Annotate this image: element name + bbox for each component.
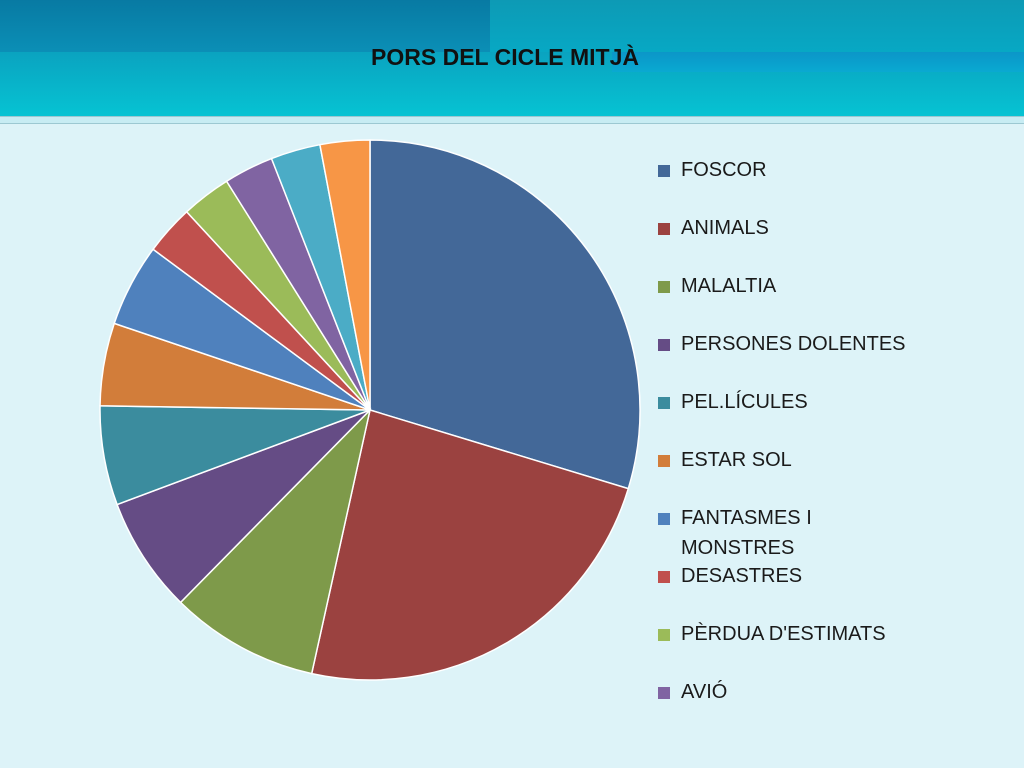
legend-label: PÈRDUA D'ESTIMATS — [681, 623, 886, 645]
legend-item: AVIÓ — [658, 677, 948, 735]
legend-swatch — [658, 339, 670, 351]
header-band-left — [0, 0, 490, 52]
legend-swatch — [658, 223, 670, 235]
legend-swatch — [658, 687, 670, 699]
legend-item: PERSONES DOLENTES — [658, 329, 948, 387]
legend-label: MALALTIA — [681, 275, 777, 297]
chart-title: PORS DEL CICLE MITJÀ — [371, 44, 639, 70]
legend-label: FANTASMES I MONSTRES — [681, 507, 812, 559]
legend-item: FANTASMES I MONSTRES — [658, 503, 948, 561]
header-band-right — [490, 0, 1024, 52]
legend-item: MALALTIA — [658, 271, 948, 329]
pie-slice-1 — [310, 409, 630, 681]
legend-label: ESTAR SOL — [681, 449, 792, 471]
legend-label: PEL.LÍCULES — [681, 391, 808, 413]
chart-legend: FOSCOR ANIMALS MALALTIA PERSONES DOLENTES PE… — [658, 155, 948, 735]
legend-item: PÈRDUA D'ESTIMATS — [658, 619, 948, 677]
legend-label: ANIMALS — [681, 217, 769, 239]
legend-swatch — [658, 629, 670, 641]
pie-slice-11 — [319, 139, 371, 411]
legend-item: DESASTRES — [658, 561, 948, 619]
pie-slice-0 — [369, 139, 641, 490]
legend-swatch — [658, 397, 670, 409]
legend-item: PEL.LÍCULES — [658, 387, 948, 445]
legend-item: ESTAR SOL — [658, 445, 948, 503]
legend-swatch — [658, 513, 670, 525]
legend-item: ANIMALS — [658, 213, 948, 271]
legend-swatch — [658, 571, 670, 583]
legend-label: FOSCOR — [681, 159, 767, 181]
legend-item: FOSCOR — [658, 155, 948, 213]
pie-slice-2 — [179, 407, 372, 675]
legend-swatch — [658, 455, 670, 467]
legend-swatch — [658, 281, 670, 293]
legend-label: AVIÓ — [681, 681, 728, 703]
header-stripe — [612, 52, 1024, 72]
legend-label: DESASTRES — [681, 565, 803, 587]
pie-slice-3 — [116, 409, 371, 604]
legend-swatch — [658, 165, 670, 177]
header-divider — [0, 116, 1024, 124]
legend-label: PERSONES DOLENTES — [681, 333, 906, 355]
